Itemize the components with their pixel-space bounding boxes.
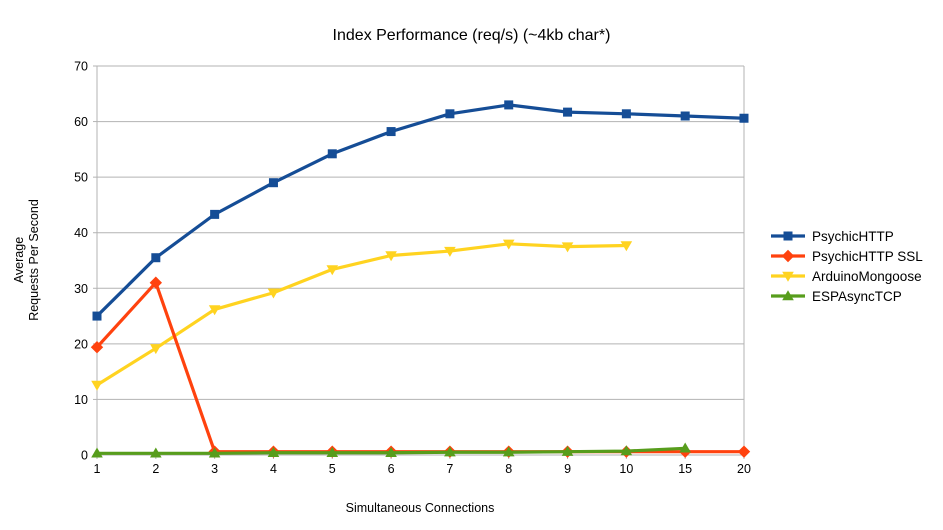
y-tick-label: 50 (74, 171, 88, 185)
y-axis-title-line: Average (12, 236, 26, 284)
data-point-marker (386, 127, 396, 137)
x-tick-label: 6 (388, 462, 395, 476)
x-tick-label: 3 (211, 462, 218, 476)
legend-label: PsychicHTTP SSL (812, 248, 923, 264)
x-tick-label: 7 (446, 462, 453, 476)
data-point-marker (783, 231, 793, 241)
data-point-marker (91, 380, 103, 391)
x-tick-label: 4 (270, 462, 277, 476)
data-point-marker (149, 276, 163, 289)
legend-marker-triangle-up-icon (771, 290, 805, 301)
legend-label: PsychicHTTP (812, 228, 894, 244)
data-point-marker (268, 178, 278, 188)
legend-item: PsychicHTTP SSL (770, 246, 923, 266)
data-point-marker (150, 344, 162, 355)
data-point-marker (326, 265, 339, 276)
data-point-marker (91, 447, 103, 458)
data-point-marker (150, 447, 162, 458)
data-point-marker (620, 241, 633, 252)
legend-item: ESPAsyncTCP (770, 286, 923, 306)
y-axis-title-line: Requests Per Second (27, 199, 41, 321)
legend-marker-triangle-down-icon (771, 271, 805, 282)
data-point-marker (504, 100, 514, 110)
legend-label: ESPAsyncTCP (812, 288, 902, 304)
data-point-marker (621, 109, 631, 119)
data-point-marker (267, 446, 280, 457)
data-point-marker (782, 271, 794, 282)
data-point-marker (92, 311, 102, 321)
x-tick-label: 20 (737, 462, 751, 476)
data-point-marker (782, 290, 794, 301)
data-point-marker (502, 446, 515, 457)
x-tick-label: 5 (329, 462, 336, 476)
data-point-marker (620, 445, 633, 456)
data-point-marker (737, 445, 751, 458)
data-point-marker (444, 246, 456, 257)
data-point-marker (563, 107, 573, 117)
y-axis-title: Average Requests Per Second (12, 199, 42, 321)
series-line (95, 281, 746, 454)
series-psychichttp-ssl (90, 276, 751, 458)
series-espasynctcp (91, 442, 691, 458)
x-axis-title: Simultaneous Connections (345, 501, 495, 515)
x-tick-label: 10 (619, 462, 633, 476)
x-tick-label: 8 (505, 462, 512, 476)
series-line (95, 242, 628, 387)
legend-marker-diamond-icon (771, 249, 805, 263)
legend-item: ArduinoMongoose (770, 266, 923, 286)
y-tick-label: 10 (74, 393, 88, 407)
y-tick-label: 40 (74, 226, 88, 240)
legend-marker-square-icon (771, 231, 805, 241)
y-tick-label: 30 (74, 282, 88, 296)
x-tick-label: 15 (678, 462, 692, 476)
y-tick-label: 0 (81, 449, 88, 463)
data-point-marker (445, 109, 455, 119)
legend: PsychicHTTP PsychicHTTP SSL ArduinoMongoos… (770, 226, 923, 306)
x-tick-label: 1 (94, 462, 101, 476)
data-point-marker (385, 446, 397, 457)
data-point-marker (739, 113, 749, 123)
data-point-marker (680, 111, 690, 121)
series-arduinomongoose (91, 239, 633, 391)
x-tick-label: 9 (564, 462, 571, 476)
data-point-marker (208, 447, 221, 458)
data-point-marker (210, 209, 220, 219)
y-tick-label: 20 (74, 337, 88, 351)
data-point-marker (151, 253, 161, 263)
data-point-marker (561, 242, 574, 253)
data-point-marker (208, 305, 221, 316)
legend-item: PsychicHTTP (770, 226, 923, 246)
data-point-marker (90, 340, 104, 354)
data-point-marker (561, 445, 574, 456)
x-tick-label: 2 (152, 462, 159, 476)
data-point-marker (444, 446, 456, 457)
data-point-marker (327, 149, 337, 159)
data-point-marker (502, 239, 515, 250)
data-point-marker (679, 442, 691, 453)
data-point-marker (326, 446, 339, 457)
data-point-marker (267, 288, 280, 299)
series-line (95, 103, 746, 318)
data-point-marker (385, 251, 397, 262)
data-point-marker (781, 249, 795, 263)
y-tick-label: 60 (74, 115, 88, 129)
legend-label: ArduinoMongoose (812, 268, 922, 284)
series-psychichttp (92, 100, 749, 321)
chart-title: Index Performance (req/s) (~4kb char*) (332, 27, 611, 44)
y-tick-label: 70 (74, 60, 88, 74)
